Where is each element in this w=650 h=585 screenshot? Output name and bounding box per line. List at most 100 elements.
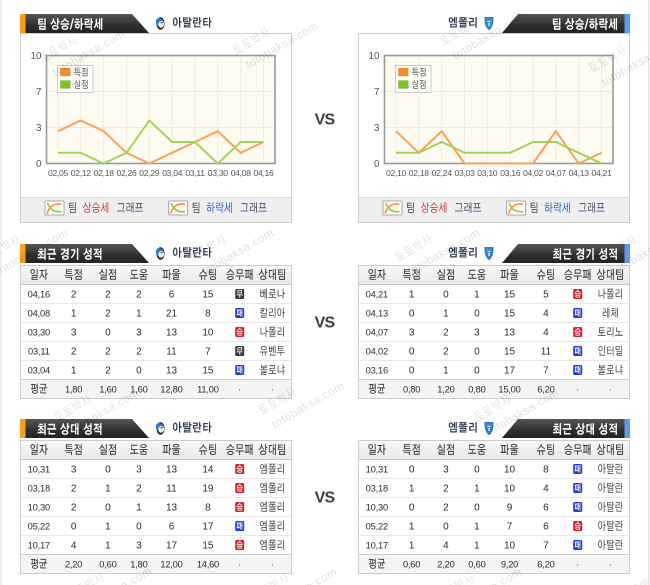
svg-text:VS: VS: [315, 489, 336, 506]
svg-text:9,20: 9,20: [501, 560, 518, 570]
svg-text:3: 3: [71, 328, 77, 339]
svg-text:2: 2: [71, 503, 77, 514]
svg-text:10,31: 10,31: [28, 465, 50, 475]
svg-text:17: 17: [504, 366, 516, 377]
svg-text:2: 2: [443, 484, 449, 495]
svg-text:1,60: 1,60: [99, 385, 116, 395]
svg-text:17: 17: [202, 522, 214, 533]
svg-text:9: 9: [507, 503, 513, 514]
svg-text:7: 7: [205, 347, 211, 358]
svg-text:03,03: 03,03: [454, 168, 475, 178]
svg-text:1: 1: [474, 290, 480, 301]
svg-text:3: 3: [71, 465, 77, 476]
svg-text:0: 0: [474, 503, 480, 514]
svg-text:1: 1: [136, 503, 142, 514]
svg-text:03,16: 03,16: [500, 168, 521, 178]
svg-text:0: 0: [105, 328, 111, 339]
svg-text:2: 2: [105, 290, 111, 301]
svg-text:15: 15: [504, 290, 516, 301]
svg-text:02,26: 02,26: [116, 168, 137, 178]
svg-text:04,07: 04,07: [546, 168, 567, 178]
svg-text:1: 1: [105, 541, 111, 552]
svg-text:0: 0: [443, 522, 449, 533]
svg-text:3: 3: [136, 465, 142, 476]
svg-text:12,80: 12,80: [160, 385, 182, 395]
svg-text:10: 10: [31, 51, 42, 62]
svg-text:14,60: 14,60: [197, 560, 219, 570]
svg-text:VS: VS: [315, 314, 336, 331]
svg-text:1,80: 1,80: [130, 560, 147, 570]
svg-text:2: 2: [105, 309, 111, 320]
svg-text:03,18: 03,18: [366, 484, 388, 494]
svg-text:13: 13: [166, 503, 178, 514]
svg-text:02,10: 02,10: [386, 168, 407, 178]
svg-text:2: 2: [71, 290, 77, 301]
svg-text:02,05: 02,05: [48, 168, 69, 178]
svg-text:04,08: 04,08: [231, 168, 252, 178]
svg-text:03,30: 03,30: [208, 168, 229, 178]
svg-text:7: 7: [36, 87, 41, 98]
svg-text:1: 1: [71, 309, 77, 320]
svg-text:03,16: 03,16: [366, 366, 388, 376]
svg-text:12,00: 12,00: [160, 560, 182, 570]
svg-text:10: 10: [504, 541, 516, 552]
svg-text:1: 1: [443, 309, 449, 320]
svg-text:04,08: 04,08: [28, 309, 50, 319]
svg-text:13: 13: [504, 328, 516, 339]
svg-text:0,80: 0,80: [468, 385, 485, 395]
svg-text:4: 4: [443, 541, 449, 552]
svg-text:10,30: 10,30: [366, 503, 388, 513]
svg-text:2: 2: [136, 290, 142, 301]
svg-text:2: 2: [443, 347, 449, 358]
svg-text:04,16: 04,16: [253, 168, 274, 178]
svg-text:1: 1: [409, 290, 415, 301]
svg-text:10: 10: [369, 51, 380, 62]
svg-text:05,22: 05,22: [28, 522, 50, 532]
svg-text:11: 11: [166, 484, 177, 495]
svg-text:3: 3: [136, 541, 142, 552]
svg-text:7: 7: [543, 541, 549, 552]
svg-text:13: 13: [166, 465, 178, 476]
svg-text:05,22: 05,22: [366, 522, 388, 532]
svg-text:·: ·: [238, 559, 241, 570]
svg-text:8: 8: [543, 465, 549, 476]
svg-text:·: ·: [576, 384, 579, 395]
svg-text:·: ·: [609, 559, 612, 570]
svg-text:4: 4: [71, 541, 77, 552]
svg-text:0: 0: [105, 465, 111, 476]
svg-text:3: 3: [36, 123, 42, 134]
svg-text:0: 0: [71, 522, 77, 533]
svg-text:2: 2: [71, 484, 77, 495]
svg-text:1,60: 1,60: [130, 385, 147, 395]
svg-text:0: 0: [409, 366, 415, 377]
svg-text:02,29: 02,29: [139, 168, 160, 178]
svg-text:02,12: 02,12: [71, 168, 92, 178]
svg-text:3: 3: [474, 328, 480, 339]
svg-text:·: ·: [271, 559, 274, 570]
svg-text:·: ·: [271, 384, 274, 395]
svg-text:10: 10: [504, 465, 516, 476]
svg-text:10,31: 10,31: [366, 465, 388, 475]
svg-text:02,24: 02,24: [432, 168, 453, 178]
svg-text:04,21: 04,21: [591, 168, 612, 178]
svg-text:15: 15: [202, 541, 214, 552]
svg-text:6: 6: [543, 522, 549, 533]
svg-text:·: ·: [609, 384, 612, 395]
svg-text:1: 1: [136, 309, 142, 320]
svg-text:3: 3: [443, 465, 449, 476]
svg-text:03,11: 03,11: [28, 347, 50, 357]
svg-text:11: 11: [166, 347, 177, 358]
svg-text:0: 0: [474, 465, 480, 476]
svg-text:04,16: 04,16: [28, 290, 50, 300]
svg-text:04,13: 04,13: [366, 309, 388, 319]
svg-text:1: 1: [474, 522, 480, 533]
svg-text:04,07: 04,07: [366, 328, 388, 338]
svg-text:0: 0: [409, 309, 415, 320]
svg-text:0: 0: [474, 347, 480, 358]
svg-text:VS: VS: [315, 111, 336, 128]
svg-text:1: 1: [443, 366, 449, 377]
svg-text:10,17: 10,17: [28, 541, 50, 551]
svg-text:2: 2: [105, 366, 111, 377]
svg-text:6: 6: [169, 522, 175, 533]
svg-text:6,20: 6,20: [537, 560, 554, 570]
